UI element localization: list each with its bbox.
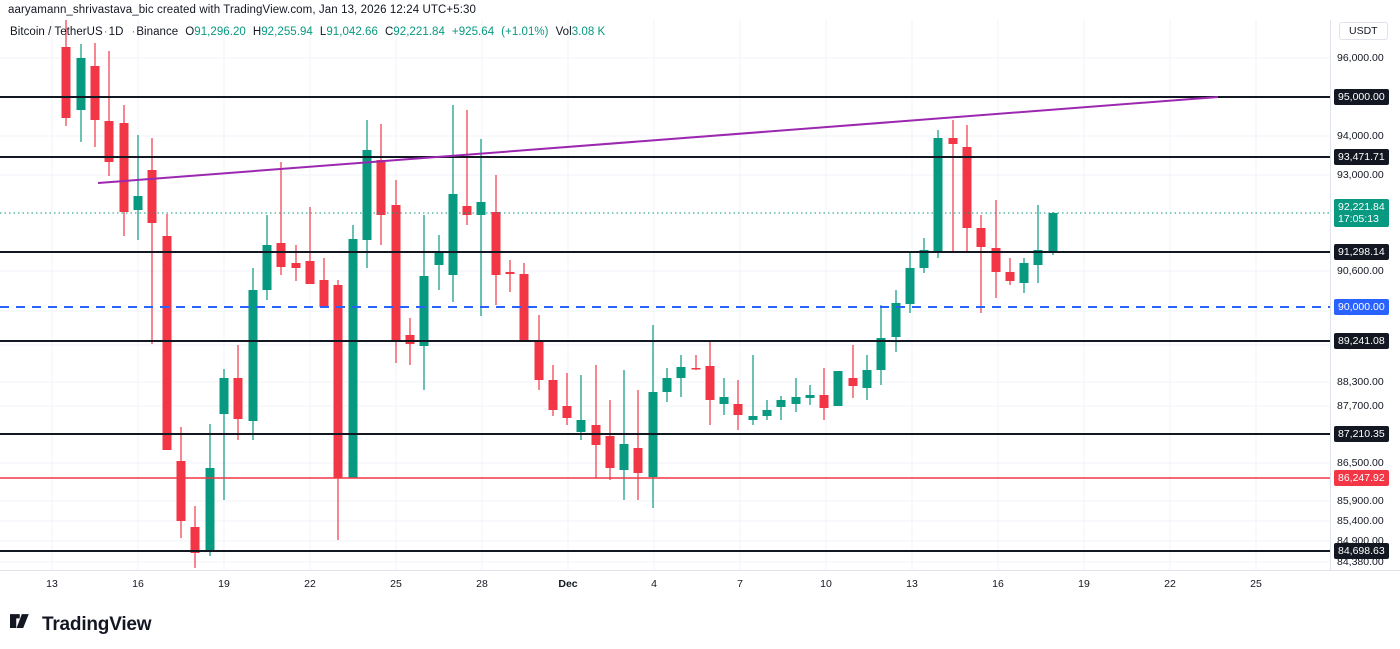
legend-low-value: 91,042.66 <box>326 26 378 38</box>
tradingview-logo[interactable]: TradingView <box>10 614 152 636</box>
legend-interval[interactable]: 1D <box>108 26 124 38</box>
price-tick-9: 85,900.00 <box>1337 495 1384 507</box>
time-scale-axis[interactable]: 13 16 19 22 25 28 Dec 4 7 10 13 16 19 22 25 <box>0 570 1400 601</box>
price-label-6: 87,210.35 <box>1334 426 1389 442</box>
time-tick-5: 28 <box>476 578 488 590</box>
tradingview-mark-icon <box>10 614 35 636</box>
horizontal-price-lines <box>0 96 1330 552</box>
legend-low-label: L <box>319 26 327 38</box>
price-tick-0: 96,000.00 <box>1337 52 1384 64</box>
price-label-value: 90,000.00 <box>1338 301 1385 313</box>
price-label-value: 86,247.92 <box>1338 472 1385 484</box>
chart-plot-area[interactable] <box>0 20 1330 570</box>
price-tick-12: 84,380.00 <box>1337 556 1384 568</box>
price-tick-8: 86,500.00 <box>1337 457 1384 469</box>
legend-exchange: Binance <box>136 26 179 38</box>
time-tick-6: Dec <box>558 578 578 590</box>
legend-high-label: H <box>252 26 262 38</box>
price-label-value: 87,210.35 <box>1338 428 1385 440</box>
vertical-gridlines <box>51 20 1257 570</box>
price-label-value: 84,698.63 <box>1338 545 1385 557</box>
time-tick-3: 22 <box>304 578 316 590</box>
legend-open-label: O <box>185 26 195 38</box>
chart-legend: Bitcoin / TetherUS·1D ·Binance O91,296.20 H… <box>10 26 605 38</box>
legend-sep-2: · <box>131 26 136 38</box>
legend-volume-value: 3.08 K <box>571 26 606 38</box>
time-tick-14: 25 <box>1250 578 1262 590</box>
price-label-7: 86,247.92 <box>1334 470 1389 486</box>
time-tick-7: 4 <box>651 578 657 590</box>
price-label-8: 84,698.63 <box>1334 543 1389 559</box>
price-label-1: 93,471.71 <box>1334 149 1389 165</box>
price-label-5: 89,241.08 <box>1334 333 1389 349</box>
attribution-text: aaryamann_shrivastava_bic created with T… <box>8 4 477 16</box>
legend-volume-label: Vol <box>555 26 572 38</box>
trendline <box>97 96 1219 184</box>
price-tick-10: 85,400.00 <box>1337 515 1384 527</box>
legend-sep-1: · <box>103 26 108 38</box>
time-tick-12: 19 <box>1078 578 1090 590</box>
legend-close-label: C <box>384 26 394 38</box>
time-tick-2: 19 <box>218 578 230 590</box>
price-label-countdown: 17:05:13 <box>1338 213 1379 225</box>
legend-open-value: 91,296.20 <box>194 26 246 38</box>
price-label-value: 91,298.14 <box>1338 246 1385 258</box>
legend-change-percent: (+1.01%) <box>501 26 549 38</box>
footer-bar: TradingView <box>0 600 1400 649</box>
price-tick-6: 88,300.00 <box>1337 376 1384 388</box>
candlestick-series <box>61 20 1058 568</box>
legend-change: +925.64 <box>451 26 495 38</box>
time-tick-11: 16 <box>992 578 1004 590</box>
time-tick-0: 13 <box>46 578 58 590</box>
price-label-2: 92,221.84 17:05:13 <box>1334 199 1389 227</box>
time-tick-13: 22 <box>1164 578 1176 590</box>
legend-symbol[interactable]: Bitcoin / TetherUS <box>10 26 103 38</box>
price-tick-2: 93,000.00 <box>1337 169 1384 181</box>
price-label-value: 95,000.00 <box>1338 91 1385 103</box>
price-label-4: 90,000.00 <box>1334 299 1389 315</box>
price-scale-unit: USDT <box>1339 22 1388 40</box>
time-tick-4: 25 <box>390 578 402 590</box>
price-tick-1: 94,000.00 <box>1337 130 1384 142</box>
price-scale-axis[interactable]: USDT 96,000.00 94,000.00 93,000.00 90,600.0… <box>1330 20 1400 570</box>
price-label-0: 95,000.00 <box>1334 89 1389 105</box>
time-tick-10: 13 <box>906 578 918 590</box>
legend-close-value: 92,221.84 <box>393 26 445 38</box>
price-label-3: 91,298.14 <box>1334 244 1389 260</box>
time-tick-8: 7 <box>737 578 743 590</box>
price-label-value: 89,241.08 <box>1338 335 1385 347</box>
price-tick-3: 90,600.00 <box>1337 265 1384 277</box>
price-tick-7: 87,700.00 <box>1337 400 1384 412</box>
tradingview-logo-text: TradingView <box>42 614 152 635</box>
legend-high-value: 92,255.94 <box>261 26 313 38</box>
time-tick-9: 10 <box>820 578 832 590</box>
horizontal-gridlines <box>0 57 1330 563</box>
time-tick-1: 16 <box>132 578 144 590</box>
price-label-value: 92,221.84 <box>1338 201 1385 213</box>
price-label-value: 93,471.71 <box>1338 151 1385 163</box>
